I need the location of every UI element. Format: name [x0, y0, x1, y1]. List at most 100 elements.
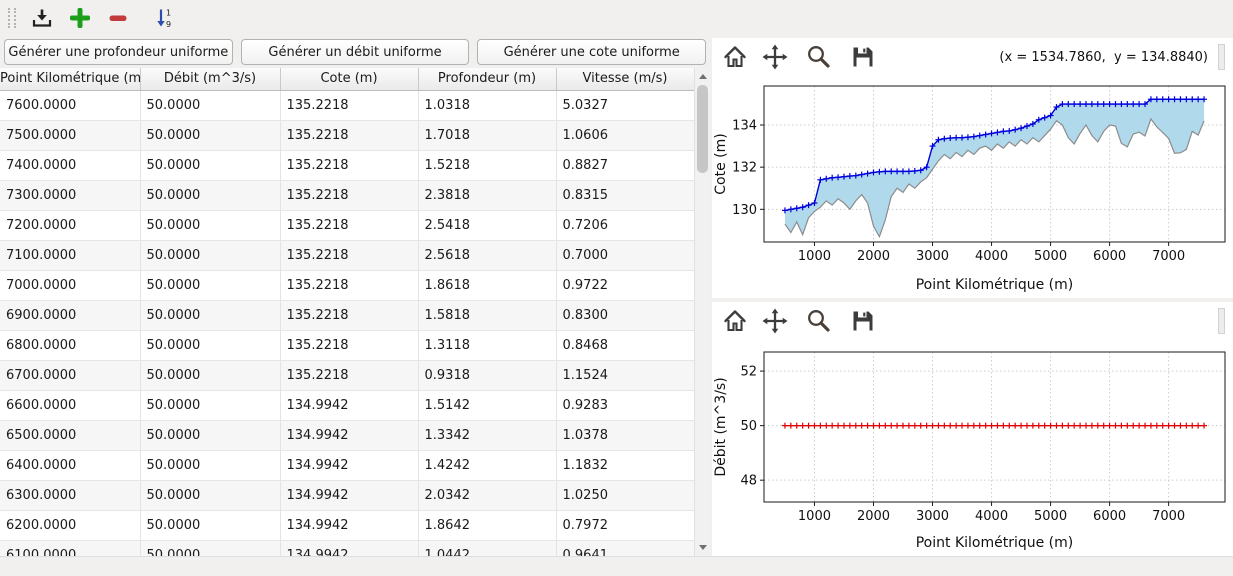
table-cell[interactable]: 0.9722: [556, 270, 695, 301]
table-cell[interactable]: 6400.0000: [0, 450, 141, 481]
table-cell[interactable]: 135.2218: [280, 180, 419, 211]
generate-level-button[interactable]: Générer une cote uniforme: [477, 39, 707, 65]
column-header-vitesse[interactable]: Vitesse (m/s): [556, 68, 695, 91]
table-cell[interactable]: 134.9942: [280, 420, 419, 451]
add-row-button[interactable]: [64, 3, 96, 33]
table-cell[interactable]: 135.2218: [280, 210, 419, 241]
table-cell[interactable]: 50.0000: [140, 150, 281, 181]
table-cell[interactable]: 1.4242: [418, 450, 557, 481]
table-row[interactable]: 6900.0000 50.0000 135.2218 1.5818 0.8300: [0, 300, 695, 331]
table-cell[interactable]: 50.0000: [140, 180, 281, 211]
table-cell[interactable]: 50.0000: [140, 360, 281, 391]
table-cell[interactable]: 1.0318: [418, 90, 557, 121]
table-cell[interactable]: 134.9942: [280, 510, 419, 541]
table-cell[interactable]: 50.0000: [140, 450, 281, 481]
table-cell[interactable]: 50.0000: [140, 390, 281, 421]
sort-button[interactable]: 1 9: [148, 3, 180, 33]
column-header-profondeur[interactable]: Profondeur (m): [418, 68, 557, 91]
table-cell[interactable]: 7500.0000: [0, 120, 141, 151]
table-cell[interactable]: 50.0000: [140, 90, 281, 121]
zoom-button[interactable]: [804, 306, 834, 336]
table-cell[interactable]: 1.8642: [418, 510, 557, 541]
table-cell[interactable]: 1.3118: [418, 330, 557, 361]
table-cell[interactable]: 1.0378: [556, 420, 695, 451]
debit-chart[interactable]: 1000 2000 3000 4000 5000 6000 7000 48 50 52 Point …: [712, 340, 1233, 556]
table-row[interactable]: 7200.0000 50.0000 135.2218 2.5418 0.7206: [0, 210, 695, 241]
table-row[interactable]: 6700.0000 50.0000 135.2218 0.9318 1.1524: [0, 360, 695, 391]
table-cell[interactable]: 6500.0000: [0, 420, 141, 451]
table-cell[interactable]: 50.0000: [140, 510, 281, 541]
table-cell[interactable]: 7000.0000: [0, 270, 141, 301]
table-cell[interactable]: 0.9283: [556, 390, 695, 421]
save-button[interactable]: [848, 306, 878, 336]
table-cell[interactable]: 1.3342: [418, 420, 557, 451]
table-row[interactable]: 7400.0000 50.0000 135.2218 1.5218 0.8827: [0, 150, 695, 181]
table-cell[interactable]: 50.0000: [140, 540, 281, 556]
table-cell[interactable]: 134.9942: [280, 390, 419, 421]
zoom-button[interactable]: [804, 42, 834, 72]
table-cell[interactable]: 6800.0000: [0, 330, 141, 361]
table-cell[interactable]: 0.8300: [556, 300, 695, 331]
table-row[interactable]: 7000.0000 50.0000 135.2218 1.8618 0.9722: [0, 270, 695, 301]
table-row[interactable]: 7300.0000 50.0000 135.2218 2.3818 0.8315: [0, 180, 695, 211]
table-cell[interactable]: 1.5818: [418, 300, 557, 331]
table-row[interactable]: 6500.0000 50.0000 134.9942 1.3342 1.0378: [0, 420, 695, 451]
table-cell[interactable]: 135.2218: [280, 120, 419, 151]
table-cell[interactable]: 1.7018: [418, 120, 557, 151]
table-cell[interactable]: 50.0000: [140, 240, 281, 271]
table-cell[interactable]: 1.0250: [556, 480, 695, 511]
table-cell[interactable]: 0.7000: [556, 240, 695, 271]
table-cell[interactable]: 1.1524: [556, 360, 695, 391]
scroll-down-button[interactable]: [695, 540, 710, 555]
table-cell[interactable]: 135.2218: [280, 90, 419, 121]
table-cell[interactable]: 135.2218: [280, 300, 419, 331]
table-cell[interactable]: 1.5142: [418, 390, 557, 421]
table-row[interactable]: 7500.0000 50.0000 135.2218 1.7018 1.0606: [0, 120, 695, 151]
table-cell[interactable]: 1.8618: [418, 270, 557, 301]
table-cell[interactable]: 6600.0000: [0, 390, 141, 421]
table-cell[interactable]: 6300.0000: [0, 480, 141, 511]
table-cell[interactable]: 0.9318: [418, 360, 557, 391]
table-cell[interactable]: 50.0000: [140, 300, 281, 331]
table-row[interactable]: 7600.0000 50.0000 135.2218 1.0318 5.0327: [0, 90, 695, 121]
table-cell[interactable]: 7600.0000: [0, 90, 141, 121]
table-cell[interactable]: 2.5418: [418, 210, 557, 241]
table-cell[interactable]: 50.0000: [140, 210, 281, 241]
home-button[interactable]: [720, 42, 750, 72]
generate-flow-button[interactable]: Générer un débit uniforme: [240, 39, 470, 65]
table-cell[interactable]: 50.0000: [140, 480, 281, 511]
table-cell[interactable]: 0.7206: [556, 210, 695, 241]
table-cell[interactable]: 7300.0000: [0, 180, 141, 211]
table-row[interactable]: 7100.0000 50.0000 135.2218 2.5618 0.7000: [0, 240, 695, 271]
import-button[interactable]: [26, 3, 58, 33]
home-button[interactable]: [720, 306, 750, 336]
table-cell[interactable]: 135.2218: [280, 360, 419, 391]
table-row[interactable]: 6400.0000 50.0000 134.9942 1.4242 1.1832: [0, 450, 695, 481]
table-row[interactable]: 6100.0000 50.0000 134.9942 1.0442 0.9641: [0, 540, 695, 556]
table-cell[interactable]: 135.2218: [280, 150, 419, 181]
table-cell[interactable]: 0.8827: [556, 150, 695, 181]
pan-button[interactable]: [760, 42, 790, 72]
table-cell[interactable]: 2.3818: [418, 180, 557, 211]
table-cell[interactable]: 6900.0000: [0, 300, 141, 331]
table-cell[interactable]: 135.2218: [280, 330, 419, 361]
scroll-thumb[interactable]: [697, 85, 708, 173]
table-row[interactable]: 6600.0000 50.0000 134.9942 1.5142 0.9283: [0, 390, 695, 421]
table-cell[interactable]: 1.5218: [418, 150, 557, 181]
table-cell[interactable]: 50.0000: [140, 420, 281, 451]
table-cell[interactable]: 7200.0000: [0, 210, 141, 241]
table-cell[interactable]: 6100.0000: [0, 540, 141, 556]
remove-row-button[interactable]: [102, 3, 134, 33]
table-row[interactable]: 6800.0000 50.0000 135.2218 1.3118 0.8468: [0, 330, 695, 361]
table-cell[interactable]: 2.5618: [418, 240, 557, 271]
table-cell[interactable]: 7400.0000: [0, 150, 141, 181]
table-row[interactable]: 6200.0000 50.0000 134.9942 1.8642 0.7972: [0, 510, 695, 541]
table-cell[interactable]: 6200.0000: [0, 510, 141, 541]
table-cell[interactable]: 0.9641: [556, 540, 695, 556]
table-cell[interactable]: 1.0442: [418, 540, 557, 556]
table-cell[interactable]: 50.0000: [140, 330, 281, 361]
table-cell[interactable]: 0.8468: [556, 330, 695, 361]
table-cell[interactable]: 1.0606: [556, 120, 695, 151]
table-cell[interactable]: 134.9942: [280, 480, 419, 511]
table-row[interactable]: 6300.0000 50.0000 134.9942 2.0342 1.0250: [0, 480, 695, 511]
